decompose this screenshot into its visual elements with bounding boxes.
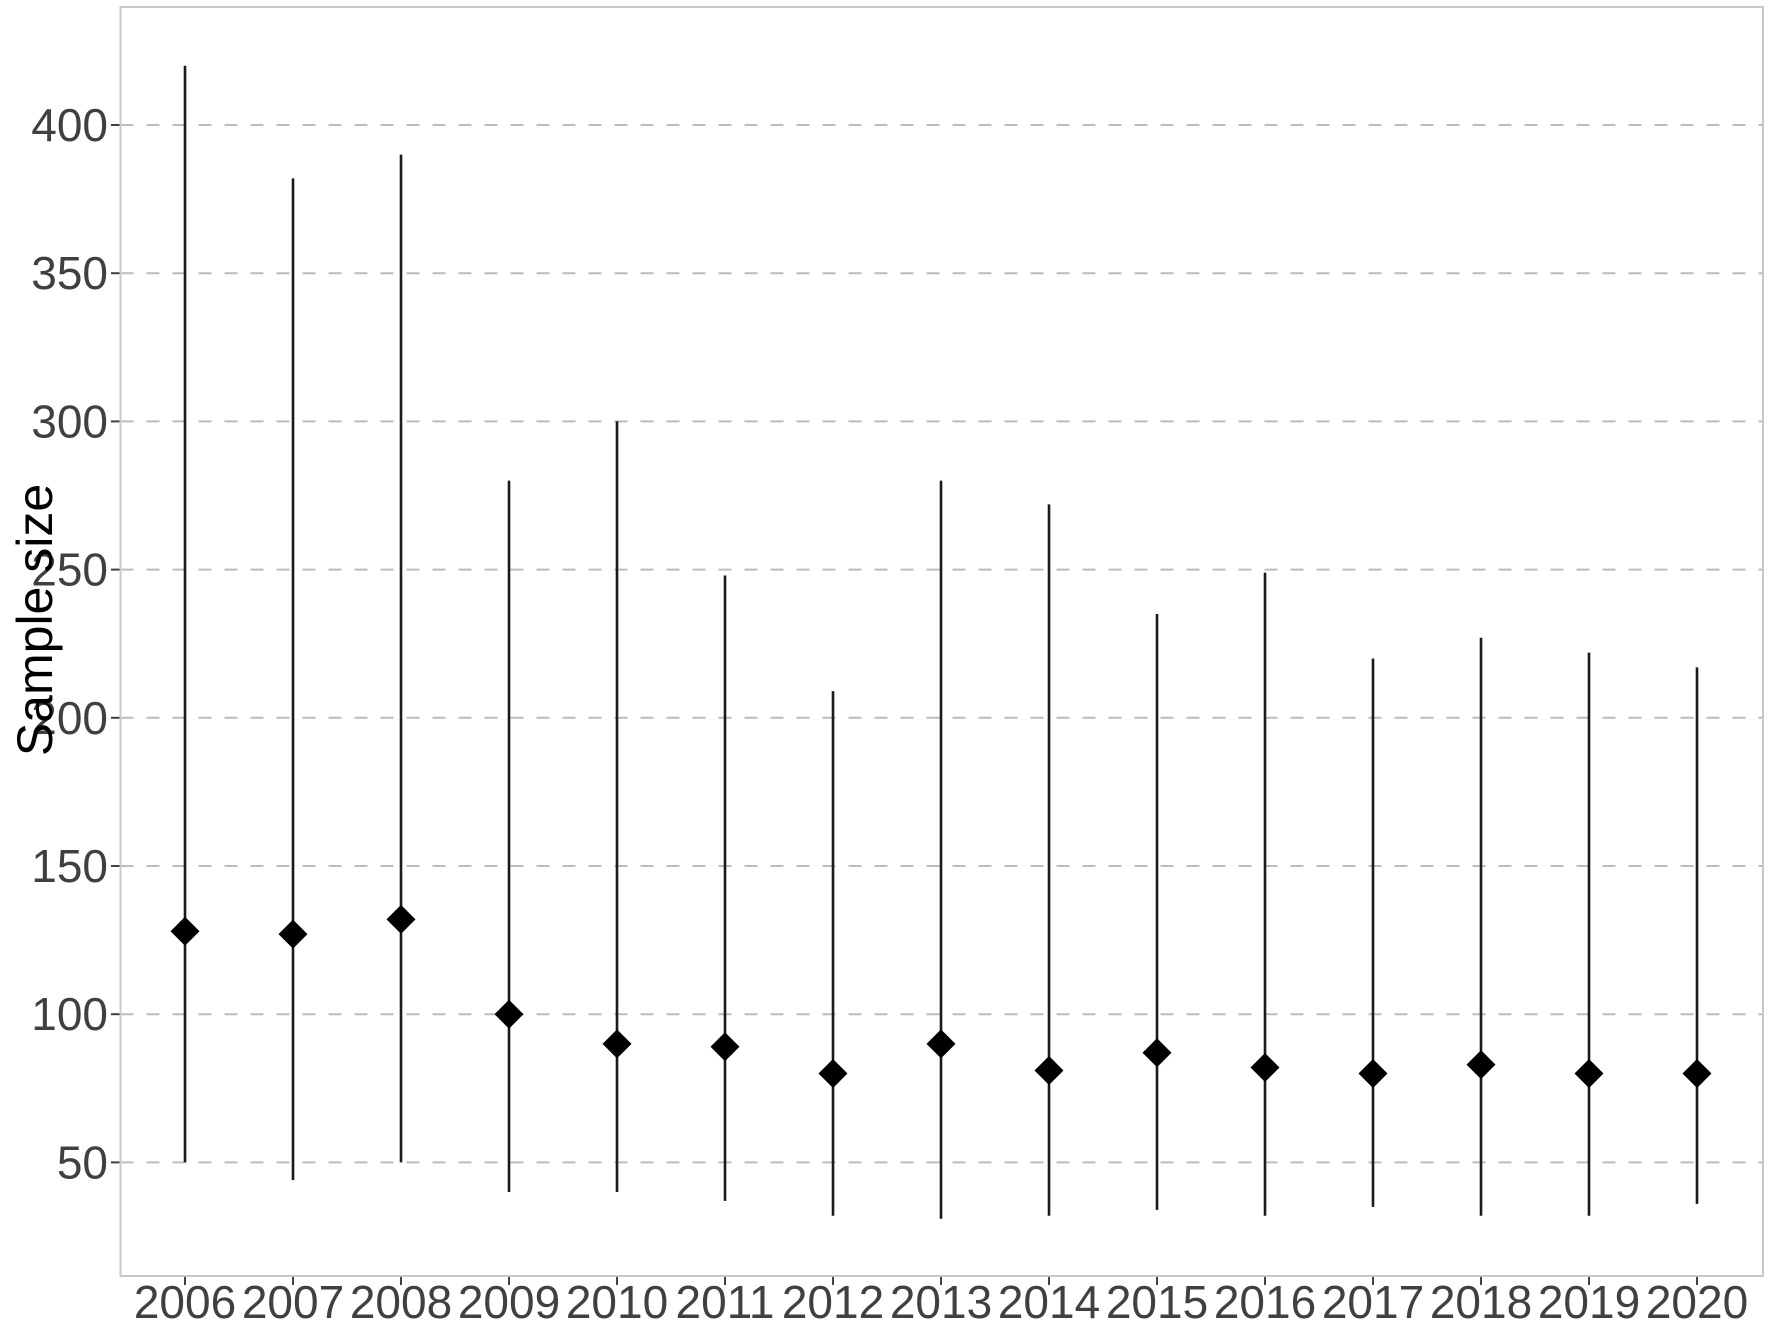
median-diamond xyxy=(1142,1038,1172,1068)
y-tick-label: 100 xyxy=(31,988,108,1040)
median-diamond xyxy=(386,904,416,934)
median-diamond xyxy=(1250,1053,1280,1083)
x-tick-label: 2012 xyxy=(782,1276,884,1328)
pointrange-2020 xyxy=(1682,667,1712,1204)
x-tick-label: 2010 xyxy=(566,1276,668,1328)
pointrange-2019 xyxy=(1574,652,1604,1216)
x-tick-label: 2017 xyxy=(1322,1276,1424,1328)
median-diamond xyxy=(1034,1056,1064,1086)
y-tick-label: 350 xyxy=(31,247,108,299)
pointrange-2017 xyxy=(1358,658,1388,1207)
y-tick-label: 400 xyxy=(31,99,108,151)
pointrange-2006 xyxy=(170,65,200,1163)
median-diamond xyxy=(1358,1058,1388,1088)
y-axis-title: Sample size xyxy=(7,484,63,756)
x-tick-label: 2007 xyxy=(242,1276,344,1328)
median-diamond xyxy=(278,919,308,949)
median-diamond xyxy=(710,1032,740,1062)
data-layer xyxy=(170,65,1712,1219)
x-tick-label: 2020 xyxy=(1646,1276,1748,1328)
median-diamond xyxy=(926,1029,956,1059)
median-diamond xyxy=(170,916,200,946)
y-tick-label: 150 xyxy=(31,840,108,892)
pointrange-2014 xyxy=(1034,504,1064,1216)
pointrange-2012 xyxy=(818,691,848,1216)
pointrange-2015 xyxy=(1142,614,1172,1210)
median-diamond xyxy=(1574,1058,1604,1088)
pointrange-2007 xyxy=(278,178,308,1181)
x-tick-label: 2009 xyxy=(458,1276,560,1328)
y-tick-label: 50 xyxy=(57,1136,108,1188)
x-tick-label: 2015 xyxy=(1106,1276,1208,1328)
x-tick-label: 2019 xyxy=(1538,1276,1640,1328)
pointrange-2018 xyxy=(1466,637,1496,1216)
median-diamond xyxy=(602,1029,632,1059)
pointrange-2010 xyxy=(602,421,632,1193)
median-diamond xyxy=(818,1058,848,1088)
y-tick-label: 300 xyxy=(31,395,108,447)
x-tick-label: 2006 xyxy=(134,1276,236,1328)
y-tick-label: 200 xyxy=(31,692,108,744)
pointrange-2013 xyxy=(926,480,956,1219)
x-tick-label: 2011 xyxy=(676,1276,775,1328)
y-tick-label: 250 xyxy=(31,544,108,596)
pointrange-2016 xyxy=(1250,572,1280,1216)
median-diamond xyxy=(494,999,524,1029)
x-tick-label: 2013 xyxy=(890,1276,992,1328)
x-tick-label: 2008 xyxy=(350,1276,452,1328)
pointrange-2011 xyxy=(710,575,740,1201)
panel-border xyxy=(119,6,1764,1277)
x-tick-label: 2018 xyxy=(1430,1276,1532,1328)
x-tick-label: 2014 xyxy=(998,1276,1100,1328)
x-tick-label: 2016 xyxy=(1214,1276,1316,1328)
median-diamond xyxy=(1682,1058,1712,1088)
median-diamond xyxy=(1466,1050,1496,1080)
pointrange-2008 xyxy=(386,154,416,1163)
pointrange-2009 xyxy=(494,480,524,1193)
